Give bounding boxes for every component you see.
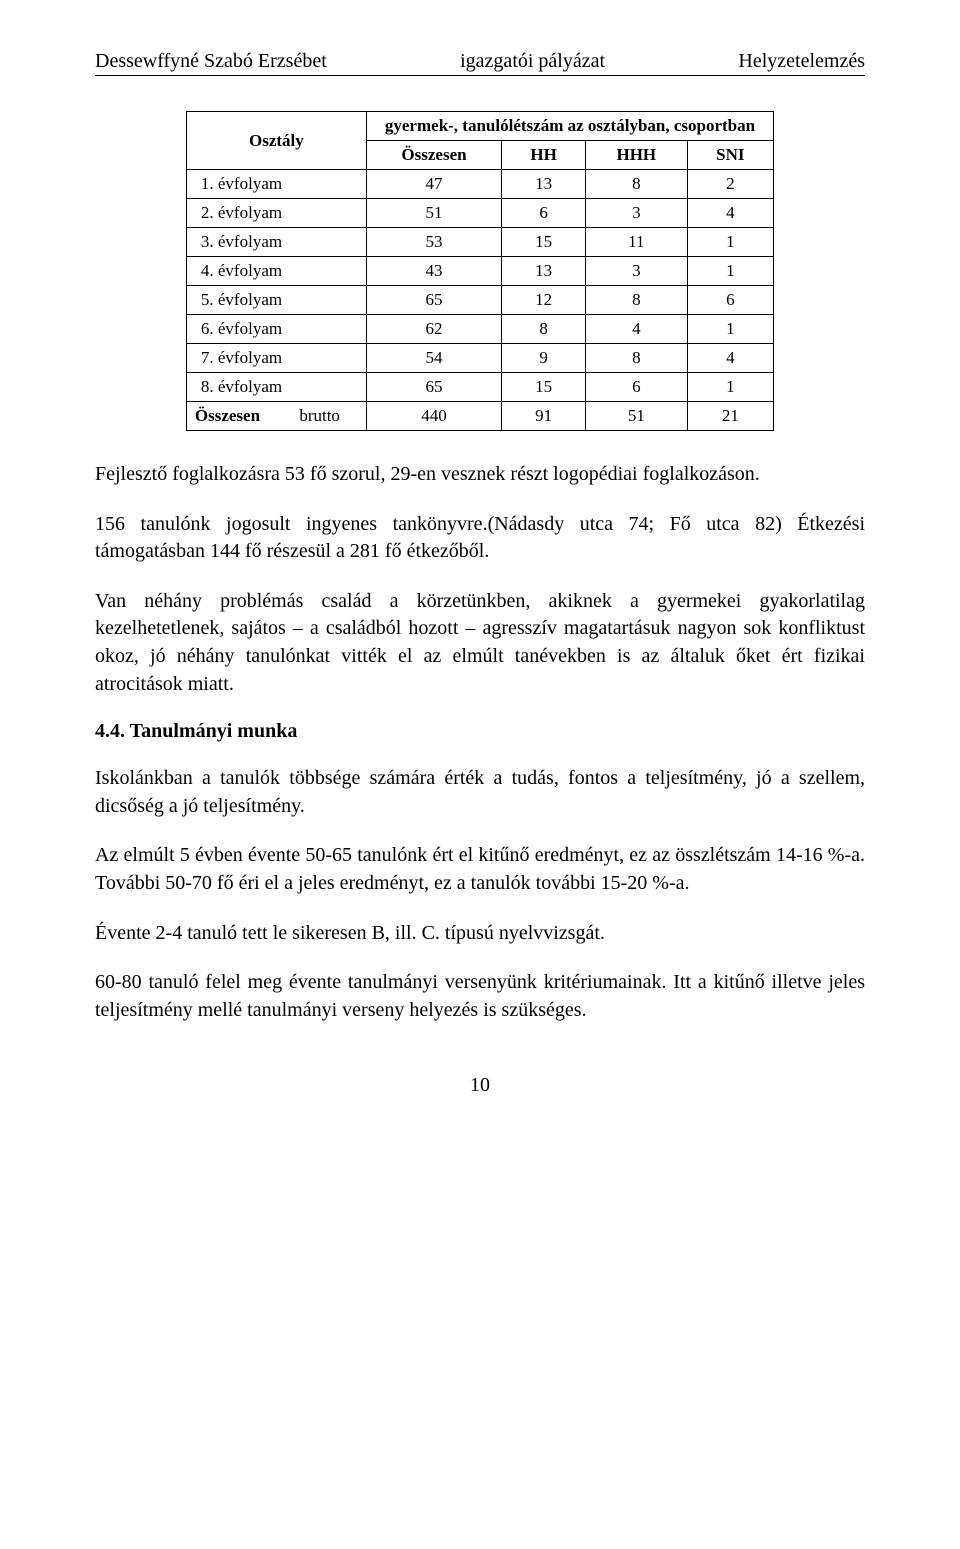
table-row: 4. évfolyam 43 13 3 1 [186, 257, 773, 286]
paragraph-b1: Iskolánkban a tanulók többsége számára é… [95, 765, 865, 820]
cell: 6 [687, 286, 774, 315]
cell: 1 [687, 315, 774, 344]
cell: 47 [366, 170, 501, 199]
cell: 13 [502, 170, 586, 199]
section-number: 4.4. [95, 720, 125, 742]
cell: 2 [687, 170, 774, 199]
paragraph-b3: Évente 2-4 tanuló tett le sikeresen B, i… [95, 920, 865, 948]
cell: 8 [586, 286, 687, 315]
row-label: 7. évfolyam [186, 344, 366, 373]
table-body: 1. évfolyam 47 13 8 2 2. évfolyam 51 6 3… [186, 170, 773, 431]
cell: 12 [502, 286, 586, 315]
cell: 15 [502, 373, 586, 402]
cell: 8 [586, 170, 687, 199]
cell: 11 [586, 228, 687, 257]
cell: 53 [366, 228, 501, 257]
cell: 43 [366, 257, 501, 286]
row-label: 8. évfolyam [186, 373, 366, 402]
table-row: 8. évfolyam 65 15 6 1 [186, 373, 773, 402]
section-heading: 4.4. Tanulmányi munka [95, 720, 865, 743]
cell: 13 [502, 257, 586, 286]
cell: 8 [586, 344, 687, 373]
table-col-sni: SNI [687, 141, 774, 170]
cell: 4 [586, 315, 687, 344]
table-row: 2. évfolyam 51 6 3 4 [186, 199, 773, 228]
row-label: 6. évfolyam [186, 315, 366, 344]
table-footer-row: Összesen brutto 440 91 51 21 [186, 402, 773, 431]
cell: 9 [502, 344, 586, 373]
table-col-osszesen: Összesen [366, 141, 501, 170]
paragraph-b2: Az elmúlt 5 évben évente 50-65 tanulónk … [95, 842, 865, 897]
cell: 8 [502, 315, 586, 344]
cell: 3 [586, 257, 687, 286]
cell: 65 [366, 373, 501, 402]
footer-cell: 440 [366, 402, 501, 431]
page-number: 10 [95, 1074, 865, 1097]
footer-cell: 91 [502, 402, 586, 431]
table-row: 7. évfolyam 54 9 8 4 [186, 344, 773, 373]
page-header: Dessewffyné Szabó Erzsébet igazgatói pál… [95, 50, 865, 76]
header-author: Dessewffyné Szabó Erzsébet [95, 50, 327, 73]
cell: 4 [687, 344, 774, 373]
table-row: 3. évfolyam 53 15 11 1 [186, 228, 773, 257]
footer-label: Összesen brutto [186, 402, 366, 431]
paragraph-development: Fejlesztő foglalkozásra 53 fő szorul, 29… [95, 461, 865, 489]
table-group-header: gyermek-, tanulólétszám az osztályban, c… [366, 112, 773, 141]
class-size-table: Osztály gyermek-, tanulólétszám az osztá… [186, 111, 774, 431]
footer-brutto: brutto [299, 406, 340, 425]
footer-osszesen: Összesen [195, 406, 260, 425]
footer-cell: 21 [687, 402, 774, 431]
row-label: 1. évfolyam [186, 170, 366, 199]
header-title: igazgatói pályázat [460, 50, 605, 73]
paragraph-problems: Van néhány problémás család a körzetünkb… [95, 588, 865, 698]
paragraph-b4: 60-80 tanuló felel meg évente tanulmányi… [95, 969, 865, 1024]
cell: 1 [687, 257, 774, 286]
table-row-header: Osztály [186, 112, 366, 170]
row-label: 5. évfolyam [186, 286, 366, 315]
cell: 65 [366, 286, 501, 315]
cell: 1 [687, 373, 774, 402]
row-label: 3. évfolyam [186, 228, 366, 257]
cell: 1 [687, 228, 774, 257]
cell: 51 [366, 199, 501, 228]
table-row: 6. évfolyam 62 8 4 1 [186, 315, 773, 344]
cell: 6 [586, 373, 687, 402]
cell: 4 [687, 199, 774, 228]
cell: 6 [502, 199, 586, 228]
cell: 62 [366, 315, 501, 344]
cell: 54 [366, 344, 501, 373]
row-label: 4. évfolyam [186, 257, 366, 286]
cell: 15 [502, 228, 586, 257]
cell: 3 [586, 199, 687, 228]
footer-cell: 51 [586, 402, 687, 431]
table-col-hh: HH [502, 141, 586, 170]
table-row: 5. évfolyam 65 12 8 6 [186, 286, 773, 315]
paragraph-textbooks: 156 tanulónk jogosult ingyenes tankönyvr… [95, 511, 865, 566]
table-row: 1. évfolyam 47 13 8 2 [186, 170, 773, 199]
section-title: Tanulmányi munka [130, 720, 298, 742]
table-col-hhh: HHH [586, 141, 687, 170]
header-section: Helyzetelemzés [738, 50, 865, 73]
row-label: 2. évfolyam [186, 199, 366, 228]
